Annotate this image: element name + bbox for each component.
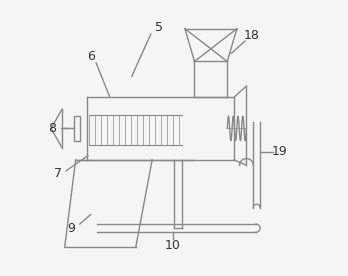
Text: 5: 5	[155, 21, 163, 34]
Text: 7: 7	[54, 167, 62, 180]
Text: 10: 10	[165, 239, 181, 253]
Bar	[74, 116, 80, 141]
Text: 8: 8	[48, 122, 56, 135]
Text: 19: 19	[271, 145, 287, 158]
Text: 9: 9	[68, 222, 76, 235]
Text: 18: 18	[244, 29, 260, 42]
Text: 6: 6	[87, 49, 95, 63]
